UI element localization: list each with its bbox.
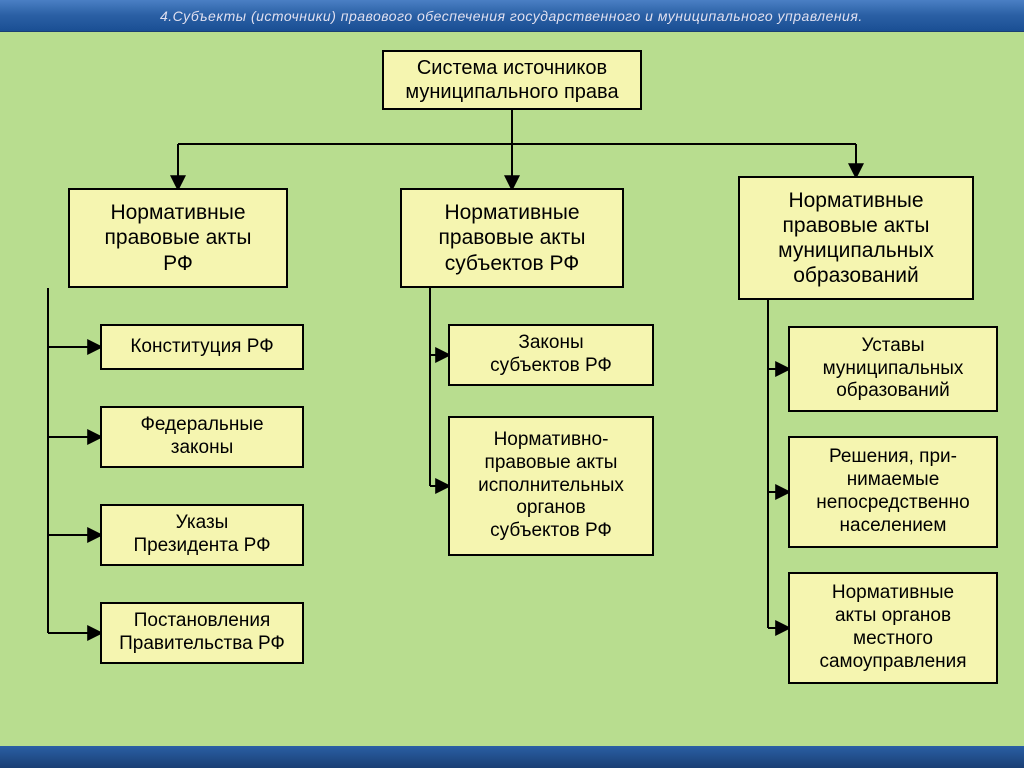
node-label: ПостановленияПравительства РФ (119, 610, 285, 656)
node-label: Нормативныеправовые актымуниципальныхобр… (778, 188, 934, 289)
node-label: Нормативныеправовые актыРФ (105, 200, 252, 276)
node-c1_4: ПостановленияПравительства РФ (100, 602, 304, 664)
node-label: УказыПрезидента РФ (133, 512, 270, 558)
node-c3_2: Решения, при-нимаемыенепосредственнонасе… (788, 436, 998, 548)
node-label: Законысубъектов РФ (490, 332, 612, 378)
node-c2_2: Нормативно-правовые актыисполнительныхор… (448, 416, 654, 556)
node-c3_3: Нормативныеакты органовместногосамоуправ… (788, 572, 998, 684)
node-label: Конституция РФ (130, 336, 273, 359)
node-c2_1: Законысубъектов РФ (448, 324, 654, 386)
node-c1_1: Конституция РФ (100, 324, 304, 370)
diagram-canvas: Система источниковмуниципального права Но… (0, 32, 1024, 768)
node-col3: Нормативныеправовые актымуниципальныхобр… (738, 176, 974, 300)
node-c1_2: Федеральныезаконы (100, 406, 304, 468)
node-label: Уставымуниципальныхобразований (823, 335, 964, 403)
node-col2: Нормативныеправовые актысубъектов РФ (400, 188, 624, 288)
bottom-bar (0, 746, 1024, 768)
node-label: Федеральныезаконы (140, 414, 263, 460)
node-c1_3: УказыПрезидента РФ (100, 504, 304, 566)
node-col1: Нормативныеправовые актыРФ (68, 188, 288, 288)
title-bar: 4.Субъекты (источники) правового обеспеч… (0, 0, 1024, 32)
node-label: Нормативныеакты органовместногосамоуправ… (819, 582, 966, 673)
node-c3_1: Уставымуниципальныхобразований (788, 326, 998, 412)
slide-title: 4.Субъекты (источники) правового обеспеч… (160, 8, 863, 24)
node-label: Нормативно-правовые актыисполнительныхор… (478, 429, 624, 543)
node-label: Решения, при-нимаемыенепосредственнонасе… (816, 446, 969, 537)
node-label: Система источниковмуниципального права (405, 56, 618, 104)
node-root: Система источниковмуниципального права (382, 50, 642, 110)
node-label: Нормативныеправовые актысубъектов РФ (439, 200, 586, 276)
